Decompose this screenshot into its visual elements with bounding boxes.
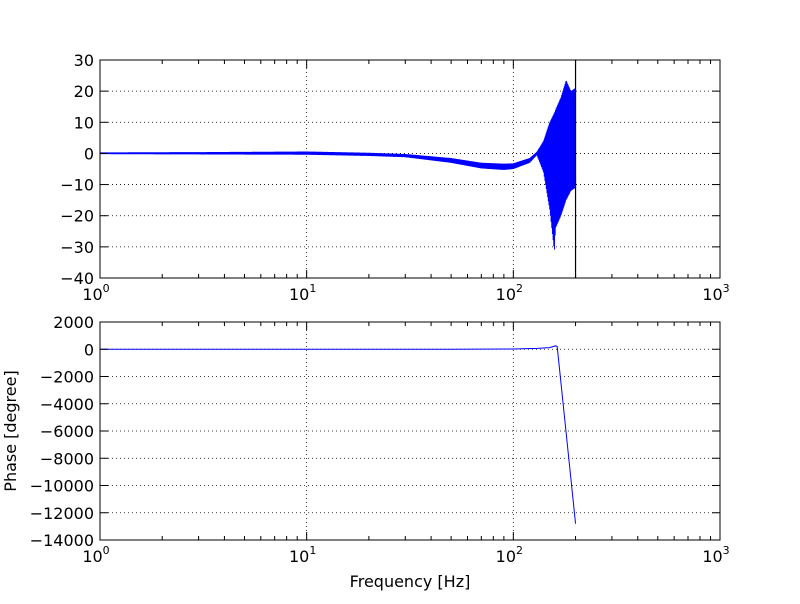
x-tick-label: 100 <box>82 282 109 304</box>
x-tick-label: 102 <box>496 282 523 304</box>
y-tick-label: 0 <box>84 340 94 359</box>
y-tick-label: −14000 <box>30 531 94 550</box>
y-tick-label: 0 <box>84 144 94 163</box>
phase-axes: 100 101 102 103 2000 0 −2000 −4000 −6000 −8000 −10… <box>1 313 730 591</box>
y-tick-label: −2000 <box>40 368 94 387</box>
data-series-line <box>100 80 577 250</box>
y-tick-label: −6000 <box>40 422 94 441</box>
x-tick-label: 102 <box>496 544 523 566</box>
y-tick-label: −4000 <box>40 395 94 414</box>
x-tick-label: 101 <box>289 282 316 304</box>
x-tick-label: 101 <box>289 544 316 566</box>
y-tick-label: −10 <box>60 176 94 195</box>
y-tick-label: −8000 <box>40 449 94 468</box>
plot-area <box>100 345 577 524</box>
axes-frame <box>99 59 721 279</box>
y-tick-label: 20 <box>74 82 94 101</box>
y-tick-label: −40 <box>60 269 94 288</box>
y-tick-label: 30 <box>74 51 94 70</box>
x-tick-label: 100 <box>82 544 109 566</box>
y-axis-label: Phase [degree] <box>1 370 20 491</box>
plot-area <box>100 60 577 278</box>
y-tick-label: 2000 <box>53 313 94 332</box>
x-tick-label: 103 <box>702 544 729 566</box>
y-tick-label: −20 <box>60 207 94 226</box>
x-tick-label: 103 <box>702 282 729 304</box>
y-tick-label: −10000 <box>30 477 94 496</box>
y-tick-label: 10 <box>74 113 94 132</box>
x-axis-label: Frequency [Hz] <box>350 572 471 591</box>
y-tick-label: −12000 <box>30 504 94 523</box>
y-tick-label: −30 <box>60 238 94 257</box>
data-series-line <box>100 345 577 524</box>
